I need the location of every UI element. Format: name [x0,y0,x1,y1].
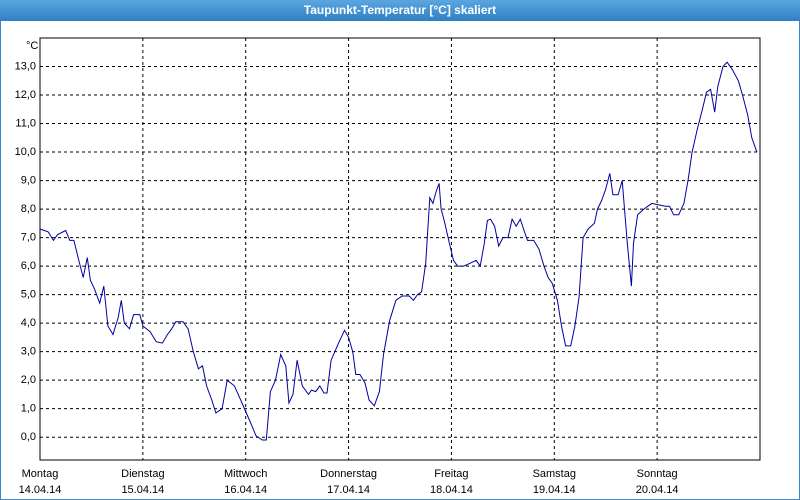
y-tick-label: 1,0 [21,403,36,415]
x-tick-date: 15.04.14 [121,484,164,496]
x-tick-label: Sonntag [637,468,678,480]
x-tick-label: Donnerstag [320,468,377,480]
x-tick-date: 17.04.14 [327,484,370,496]
title-bar [0,0,800,21]
y-tick-label: 6,0 [21,260,36,272]
x-tick-label: Dienstag [121,468,164,480]
y-tick-label: 2,0 [21,374,36,386]
x-tick-date: 16.04.14 [224,484,267,496]
y-tick-label: 13,0 [15,60,36,72]
x-tick-label: Samstag [533,468,576,480]
x-tick-date: 18.04.14 [430,484,473,496]
y-tick-label: 4,0 [21,317,36,329]
y-tick-label: 5,0 [21,289,36,301]
data-line [39,61,758,441]
x-tick-label: Montag [22,468,59,480]
y-tick-label: 9,0 [21,174,36,186]
y-tick-label: 12,0 [15,89,36,101]
chart-title: Taupunkt-Temperatur [°C] skaliert [304,3,496,17]
y-tick-label: 3,0 [21,346,36,358]
y-tick-label: 0,0 [21,431,36,443]
x-tick-label: Freitag [434,468,468,480]
y-unit: °C [26,40,38,52]
y-tick-label: 11,0 [15,117,36,129]
x-tick-date: 20.04.14 [636,484,679,496]
x-tick-date: 14.04.14 [19,484,62,496]
x-tick-date: 19.04.14 [533,484,576,496]
y-tick-label: 8,0 [21,203,36,215]
y-tick-label: 7,0 [21,232,36,244]
x-tick-label: Mittwoch [224,468,267,480]
y-tick-label: 10,0 [15,146,36,158]
